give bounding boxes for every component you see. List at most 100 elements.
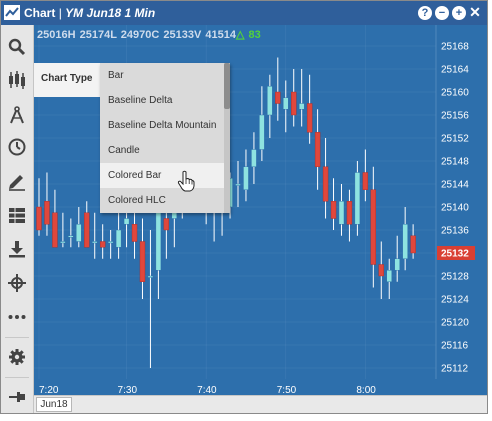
y-tick-label: 25136: [441, 226, 469, 237]
clock-icon[interactable]: [7, 137, 27, 157]
chart-app-icon: [4, 5, 20, 20]
pin-icon[interactable]: [7, 387, 27, 407]
candle-body-down: [378, 264, 384, 277]
candle-body-down: [275, 91, 281, 104]
hand-pointer-cursor-icon: [177, 170, 195, 192]
x-tick-label: 8:00: [356, 385, 376, 395]
candle-body-up: [338, 201, 345, 225]
menu-item-label: Baseline Delta Mountain: [108, 120, 217, 131]
candle-body-down: [36, 206, 42, 231]
menu-item-bar[interactable]: Bar: [100, 63, 224, 88]
price-badge-label: 25132: [441, 249, 469, 260]
candle-body-down: [291, 91, 297, 116]
menu-item-label: Baseline Delta: [108, 95, 173, 106]
candle-body-down: [131, 224, 138, 242]
candle-body-down: [322, 166, 329, 202]
y-tick-label: 25168: [441, 42, 469, 53]
candle-body-up: [243, 166, 249, 190]
y-tick-label: 25148: [441, 157, 469, 168]
candle-body-up: [283, 97, 289, 110]
menu-item-candle[interactable]: Candle: [100, 138, 224, 163]
candle-body-up: [251, 149, 257, 167]
candle-body-up: [107, 241, 114, 244]
x-tick-label: 7:40: [197, 385, 217, 395]
window-title: Chart | YM Jun18 1 Min: [24, 5, 155, 21]
candle-body-up: [60, 241, 66, 244]
y-tick-label: 25116: [441, 341, 469, 352]
menu-item-baseline-delta[interactable]: Baseline Delta: [100, 88, 224, 113]
chart-type-dropdown[interactable]: Bar Baseline Delta Baseline Delta Mounta…: [100, 63, 230, 213]
dropdown-scrollbar-thumb[interactable]: [224, 63, 230, 109]
ohlc-close: 24970C: [120, 29, 160, 41]
sidebar-separator: [5, 377, 29, 378]
candle-body-up: [298, 103, 305, 110]
candle-body-down: [52, 212, 58, 248]
date-strip: [34, 395, 487, 413]
window-title-symbol: YM Jun18 1 Min: [65, 6, 156, 20]
y-tick-label: 25144: [441, 180, 469, 191]
menu-item-label: Bar: [108, 70, 124, 81]
minimize-button[interactable]: −: [435, 6, 449, 20]
y-tick-label: 25120: [441, 318, 469, 329]
candle-body-up: [123, 218, 130, 225]
candle-body-down: [306, 103, 313, 133]
candle-body-up: [235, 183, 241, 186]
title-bar[interactable]: Chart | YM Jun18 1 Min ? − + ✕: [1, 1, 487, 25]
y-tick-label: 25160: [441, 88, 469, 99]
menu-item-label: Candle: [108, 145, 140, 156]
ohlc-change-arrow: △: [235, 29, 245, 41]
candle-body-up: [267, 86, 273, 116]
dropdown-scrollbar[interactable]: [224, 63, 230, 213]
menu-item-label: Colored Bar: [108, 170, 162, 181]
menu-item-colored-bar[interactable]: Colored Bar: [100, 163, 224, 188]
crosshair-icon[interactable]: [7, 273, 27, 293]
candle-body-down: [370, 189, 377, 265]
search-icon[interactable]: [7, 37, 27, 57]
candle-body-up: [147, 275, 154, 278]
y-tick-label: 25156: [441, 111, 469, 122]
window-title-app: Chart: [24, 6, 56, 20]
chart-type-icon[interactable]: [7, 70, 27, 90]
ohlc-low: 25174L: [79, 29, 117, 41]
y-tick-label: 25128: [441, 272, 469, 283]
ohlc-high: 25016H: [37, 29, 76, 41]
chart-window: Chart | YM Jun18 1 Min ? − + ✕: [0, 0, 488, 414]
drawing-compass-icon[interactable]: [7, 105, 27, 125]
ohlc-last: 41514: [205, 29, 236, 41]
candle-body-down: [44, 201, 50, 225]
x-tick-label: 7:30: [118, 385, 138, 395]
y-tick-label: 25112: [441, 364, 469, 375]
x-tick-label: 7:50: [277, 385, 297, 395]
menu-item-colored-hlc[interactable]: Colored HLC: [100, 188, 224, 213]
settings-gear-icon[interactable]: [7, 347, 27, 367]
y-tick-label: 25140: [441, 203, 469, 214]
candle-body-down: [362, 172, 369, 190]
toolbar-sidebar: [1, 25, 34, 413]
ohlc-volume: 25133V: [163, 29, 202, 41]
candle-body-down: [346, 201, 353, 225]
y-tick-label: 25164: [441, 65, 469, 76]
menu-item-baseline-delta-mountain[interactable]: Baseline Delta Mountain: [100, 113, 224, 138]
pencil-icon[interactable]: [7, 171, 27, 191]
download-icon[interactable]: [7, 239, 27, 259]
more-icon[interactable]: [7, 307, 27, 327]
candle-body-up: [386, 270, 392, 282]
close-button[interactable]: ✕: [469, 4, 481, 20]
window-title-separator: |: [58, 6, 62, 20]
candle-body-up: [155, 212, 162, 271]
candle-body-down: [139, 241, 146, 282]
candle-body-up: [259, 114, 265, 150]
candle-body-up: [115, 229, 122, 248]
layout-grid-icon[interactable]: [7, 205, 27, 225]
date-tab[interactable]: Jun18: [36, 397, 72, 412]
candle-body-up: [68, 235, 74, 238]
candle-body-down: [314, 132, 321, 167]
candle-body-down: [410, 235, 416, 254]
maximize-button[interactable]: +: [452, 6, 466, 20]
help-button[interactable]: ?: [418, 6, 432, 20]
ohlc-change: 83: [248, 29, 261, 41]
candle-body-up: [402, 224, 408, 259]
candle-body-down: [99, 241, 106, 248]
sidebar-separator: [5, 337, 29, 338]
menu-item-label: Colored HLC: [108, 195, 166, 206]
